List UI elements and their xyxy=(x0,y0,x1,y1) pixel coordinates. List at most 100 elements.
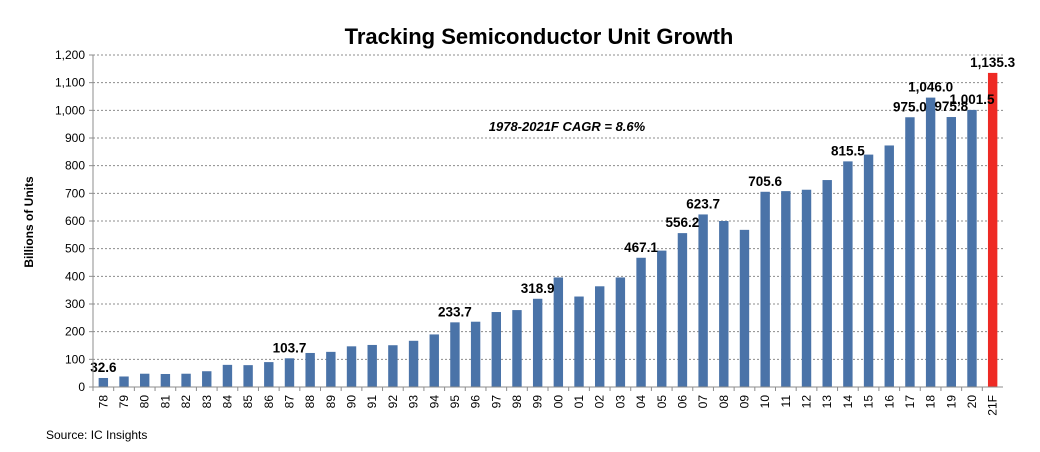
x-tick-label: 11 xyxy=(779,395,793,408)
x-axis-ticks: 78 79 80 81 82 83 84 85 86 87 88 89 90 91 92 93 94 95 96 97… xyxy=(92,387,1000,416)
bar-96 xyxy=(470,321,481,387)
x-tick-label: 14 xyxy=(841,395,855,409)
bar-79 xyxy=(119,376,129,387)
bar-04 xyxy=(636,257,646,387)
bar-91 xyxy=(367,344,377,387)
x-tick-label: 13 xyxy=(820,395,834,409)
bar-78 xyxy=(98,377,109,387)
x-tick-label: 20 xyxy=(965,395,979,409)
x-tick-label: 98 xyxy=(510,395,524,409)
bar-21F xyxy=(987,72,998,387)
x-tick-label: 84 xyxy=(220,395,234,409)
x-tick-label: 09 xyxy=(737,395,751,409)
bar-18 xyxy=(925,97,936,388)
x-tick-label: 83 xyxy=(200,395,214,409)
data-labels: 32.6 103.7 233.7 318.9 467.1 556.2 623.7 705.6 8… xyxy=(90,55,1015,375)
x-tick-label: 94 xyxy=(427,395,441,409)
x-tick-label: 78 xyxy=(96,395,110,409)
bar-82 xyxy=(181,373,191,387)
data-label: 556.2 xyxy=(666,215,700,230)
bar-17 xyxy=(905,117,915,387)
y-tick-label: 500 xyxy=(65,242,85,256)
bar-99 xyxy=(532,298,543,387)
bar-09 xyxy=(739,229,750,387)
data-label: 1,135.3 xyxy=(970,55,1016,70)
bar-13 xyxy=(822,180,832,387)
x-tick-label: 16 xyxy=(882,395,896,409)
x-tick-label: 82 xyxy=(179,395,193,409)
x-tick-label: 91 xyxy=(365,395,379,409)
bar-85 xyxy=(243,365,253,387)
bar-93 xyxy=(408,340,419,387)
bar-01 xyxy=(574,296,584,387)
data-label: 32.6 xyxy=(90,360,117,375)
y-tick-label: 700 xyxy=(65,186,85,200)
source-note: Source: IC Insights xyxy=(46,428,147,442)
x-tick-label: 95 xyxy=(448,395,462,409)
x-tick-label: 12 xyxy=(800,395,814,409)
y-axis-ticks: 0 100 200 300 400 500 600 700 800 900 1,000 1,100 1,… xyxy=(55,48,93,394)
bar-06 xyxy=(677,233,688,387)
bar-15 xyxy=(863,154,874,387)
data-label: 623.7 xyxy=(686,196,720,211)
data-label: 1,046.0 xyxy=(908,80,953,95)
bar-89 xyxy=(326,351,336,387)
cagr-annotation: 1978-2021F CAGR = 8.6% xyxy=(489,119,646,134)
y-tick-label: 0 xyxy=(78,380,85,394)
y-axis-label: Billions of Units xyxy=(22,176,36,268)
bar-94 xyxy=(429,334,439,387)
bar-83 xyxy=(202,371,212,387)
x-tick-label: 21F xyxy=(986,395,1000,416)
bar-08 xyxy=(719,221,729,387)
data-label: 103.7 xyxy=(273,340,307,355)
x-tick-label: 79 xyxy=(117,395,131,409)
bar-00 xyxy=(553,277,564,387)
data-label: 975.8 xyxy=(934,99,968,114)
x-tick-label: 18 xyxy=(924,395,938,409)
x-tick-label: 87 xyxy=(282,395,296,409)
data-label: 467.1 xyxy=(624,240,658,255)
bar-20 xyxy=(967,109,977,387)
bar-86 xyxy=(264,362,274,387)
bar-12 xyxy=(801,189,812,387)
bar-88 xyxy=(305,352,315,387)
x-tick-label: 08 xyxy=(717,395,731,409)
x-tick-label: 85 xyxy=(241,395,255,409)
bar-90 xyxy=(346,346,357,387)
x-tick-label: 86 xyxy=(262,395,276,409)
x-tick-label: 17 xyxy=(903,395,917,409)
y-tick-label: 200 xyxy=(65,325,85,339)
bar-84 xyxy=(222,364,233,387)
bar-03 xyxy=(615,277,626,387)
x-tick-label: 96 xyxy=(469,395,483,409)
bar-92 xyxy=(388,345,398,387)
x-tick-label: 88 xyxy=(303,395,317,409)
y-tick-label: 1,000 xyxy=(55,103,85,117)
y-tick-label: 400 xyxy=(65,269,85,283)
bar-87 xyxy=(284,358,295,387)
bar-95 xyxy=(450,322,460,387)
x-tick-label: 89 xyxy=(324,395,338,409)
bars xyxy=(98,72,998,388)
x-tick-label: 04 xyxy=(634,395,648,409)
data-label: 318.9 xyxy=(521,281,555,296)
y-tick-label: 300 xyxy=(65,297,85,311)
chart-title: Tracking Semiconductor Unit Growth xyxy=(345,24,734,49)
data-label: 975.0 xyxy=(893,99,927,114)
x-tick-label: 15 xyxy=(862,395,876,409)
y-tick-label: 600 xyxy=(65,214,85,228)
x-tick-label: 90 xyxy=(345,395,359,409)
x-tick-label: 07 xyxy=(696,395,710,409)
bar-80 xyxy=(140,373,150,387)
y-tick-label: 800 xyxy=(65,159,85,173)
data-label: 1,001.5 xyxy=(949,92,995,107)
bar-05 xyxy=(657,250,667,387)
data-label: 233.7 xyxy=(438,304,472,319)
y-tick-label: 900 xyxy=(65,131,85,145)
bar-16 xyxy=(884,145,894,387)
x-tick-label: 80 xyxy=(138,395,152,409)
x-tick-label: 81 xyxy=(158,395,172,409)
bar-10 xyxy=(760,191,770,387)
bar-81 xyxy=(160,373,171,387)
